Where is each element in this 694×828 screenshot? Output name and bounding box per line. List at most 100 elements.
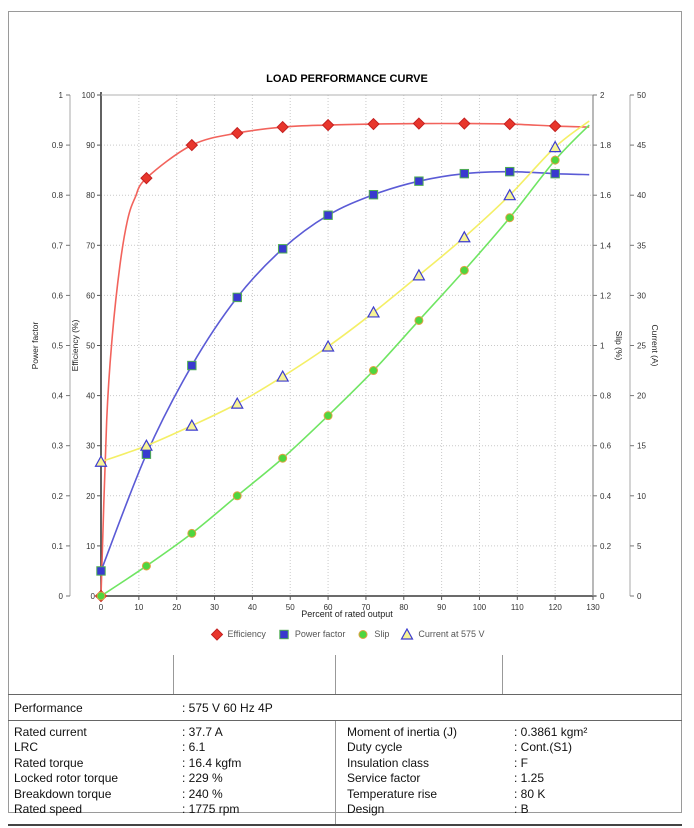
- x-tick-label: 50: [286, 603, 295, 612]
- slip-tick-label: 1: [600, 342, 605, 351]
- x-tick-label: 120: [548, 603, 562, 612]
- spec-label: Rated speed: [14, 801, 83, 816]
- slip-tick-label: 2: [600, 91, 605, 100]
- chart-title: LOAD PERFORMANCE CURVE: [266, 73, 428, 85]
- load-performance-chart: 0 10 20 30 40 50 60 70 80 90 100 110 120 13000.10.20.…: [30, 73, 660, 619]
- current-tick-label: 35: [637, 241, 646, 250]
- marker-square: [414, 176, 424, 186]
- series-line-power_factor: [100, 170, 590, 572]
- spec-value: : F: [514, 755, 528, 770]
- eff-tick-label: 30: [86, 442, 95, 451]
- marker-square: [96, 566, 106, 576]
- marker-triangle: [366, 305, 381, 318]
- current-tick-label: 15: [637, 442, 646, 451]
- spec-table: Performance : 575 V 60 Hz 4P Rated curre…: [8, 655, 682, 827]
- eff-tick-label: 20: [86, 492, 95, 501]
- slip-tick-label: 0.2: [600, 542, 612, 551]
- current-tick-label: 25: [637, 342, 646, 351]
- current-tick-label: 5: [637, 542, 642, 551]
- legend-label: Efficiency: [227, 629, 266, 639]
- current-tick-label: 45: [637, 141, 646, 150]
- spec-value: : 229 %: [182, 771, 223, 786]
- legend-label: Slip: [374, 629, 390, 639]
- pf-tick-label: 0.5: [52, 342, 64, 351]
- marker-triangle: [457, 230, 471, 243]
- marker-triangle: [503, 188, 517, 201]
- spec-empty-cell: [503, 655, 682, 694]
- chart-legend: Efficiency Power factor Slip Current at 575…: [0, 626, 694, 642]
- current-tick-label: 0: [637, 592, 642, 601]
- spec-value: : 240 %: [182, 786, 223, 801]
- series-line-slip: [100, 124, 590, 597]
- x-axis-title: Percent of rated output: [301, 609, 393, 619]
- marker-square: [279, 629, 289, 639]
- spec-value: : Cont.(S1): [514, 740, 573, 755]
- x-tick-label: 130: [586, 603, 600, 612]
- power-factor-axis-title: Power factor: [30, 321, 40, 369]
- x-tick-label: 20: [172, 603, 181, 612]
- spec-performance-row: Performance : 575 V 60 Hz 4P: [8, 695, 682, 721]
- current-tick-label: 30: [637, 291, 646, 300]
- spec-value: : 0.3861 kgm²: [514, 725, 588, 739]
- legend-label: Current at 575 V: [418, 629, 485, 639]
- spec-label: Temperature rise: [347, 786, 438, 801]
- spec-value: : 16.4 kgfm: [182, 755, 242, 770]
- marker-square: [459, 168, 470, 179]
- marker-triangle: [94, 454, 108, 467]
- performance-value: : 575 V 60 Hz 4P: [182, 700, 273, 715]
- marker-circle: [358, 629, 368, 639]
- series-line-efficiency: [100, 122, 590, 597]
- marker-square: [187, 360, 197, 371]
- x-tick-label: 10: [134, 603, 143, 612]
- eff-tick-label: 0: [91, 592, 96, 601]
- spec-empty-row: [8, 655, 682, 695]
- marker-diamond: [231, 126, 244, 140]
- eff-tick-label: 10: [86, 542, 95, 551]
- legend-item: Efficiency: [210, 627, 266, 641]
- efficiency-axis-title: Efficiency (%): [70, 319, 80, 371]
- spec-value: : 80 K: [514, 786, 546, 801]
- marker-triangle: [276, 369, 290, 382]
- marker-circle: [505, 213, 515, 223]
- marker-triangle: [400, 627, 414, 640]
- eff-tick-label: 70: [86, 241, 95, 250]
- slip-tick-label: 1.8: [600, 141, 612, 150]
- marker-triangle: [185, 418, 199, 431]
- current-tick-label: 20: [637, 392, 646, 401]
- pf-tick-label: 0: [59, 592, 64, 601]
- marker-circle: [550, 155, 560, 165]
- marker-triangle: [230, 396, 244, 409]
- spec-value: : 37.7 A: [182, 725, 223, 739]
- legend-label: Power factor: [294, 629, 346, 639]
- marker-square: [323, 210, 333, 220]
- marker-square: [141, 449, 152, 459]
- pf-tick-label: 0.3: [52, 442, 64, 451]
- x-tick-label: 100: [473, 603, 487, 612]
- marker-circle: [96, 591, 106, 601]
- diamond-legend-icon: [210, 627, 223, 641]
- spec-label: Service factor: [347, 771, 421, 786]
- marker-square: [232, 292, 242, 303]
- spec-value: : B: [514, 801, 529, 816]
- pf-tick-label: 0.7: [52, 241, 64, 250]
- marker-circle: [323, 411, 333, 421]
- slip-tick-label: 1.6: [600, 191, 612, 200]
- spec-left-block: Rated current LRC Rated torque Locked rotor…: [8, 721, 336, 825]
- marker-diamond: [412, 117, 426, 130]
- circle-legend-icon: [358, 629, 368, 639]
- marker-circle: [278, 453, 288, 463]
- spec-label: Locked rotor torque: [14, 771, 119, 786]
- marker-triangle: [139, 438, 153, 451]
- marker-circle: [414, 315, 424, 325]
- current-tick-label: 50: [637, 91, 646, 100]
- eff-tick-label: 100: [82, 91, 96, 100]
- legend-item: Power factor: [277, 628, 346, 641]
- pf-tick-label: 1: [59, 91, 64, 100]
- x-tick-label: 60: [324, 603, 333, 612]
- spec-value: : 6.1: [182, 740, 206, 755]
- marker-square: [505, 166, 515, 177]
- pf-tick-label: 0.8: [52, 191, 64, 200]
- spec-right-block: Moment of inertia (J) Duty cycle Insulatio…: [336, 721, 682, 824]
- eff-tick-label: 80: [86, 191, 95, 200]
- slip-tick-label: 0.6: [600, 442, 612, 451]
